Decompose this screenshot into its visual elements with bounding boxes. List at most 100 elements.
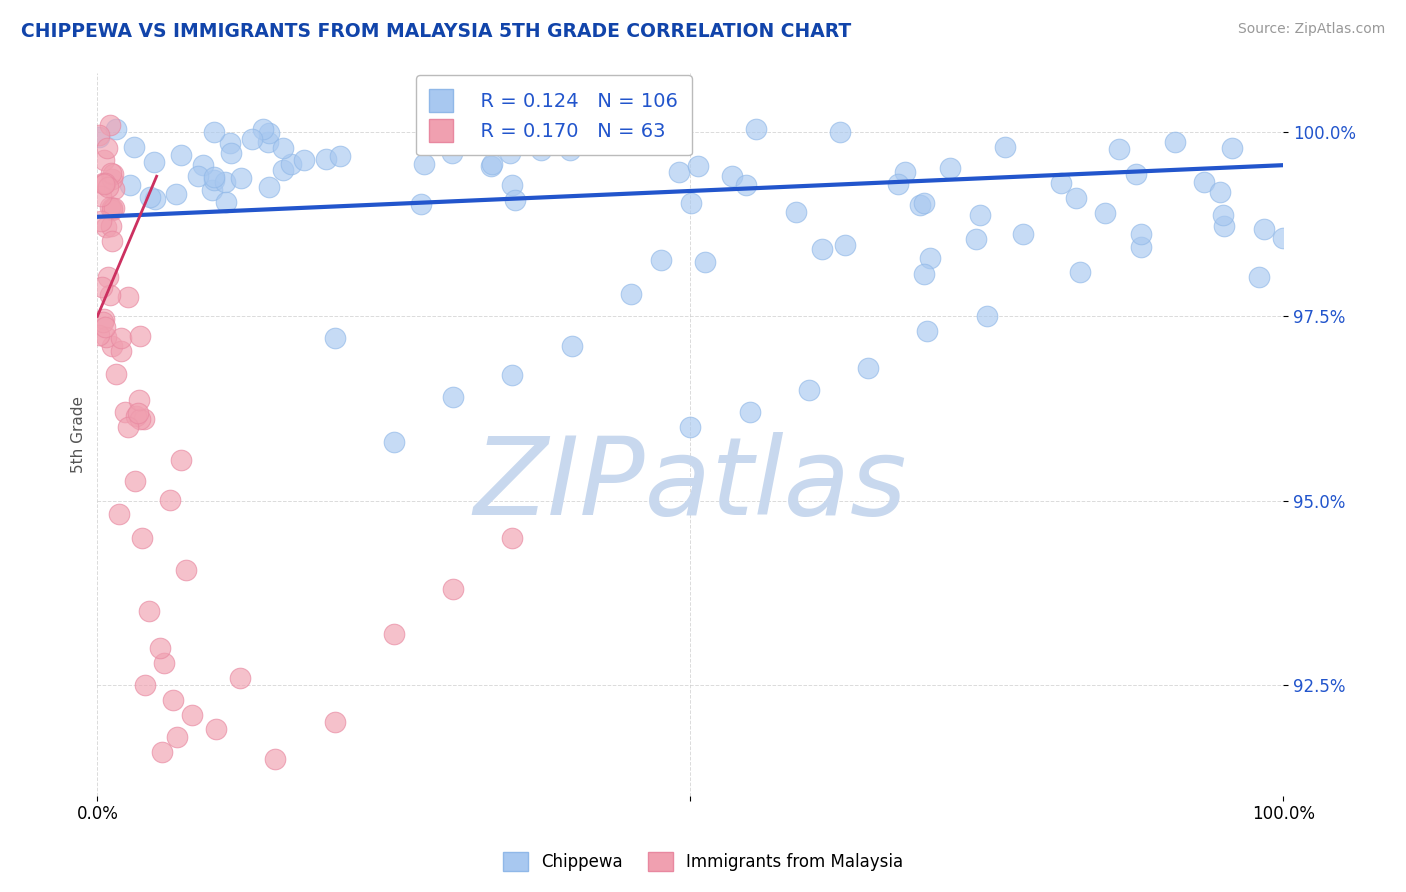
Point — [994, 139, 1017, 153]
Point — [271, 162, 294, 177]
Point — [98, 200, 121, 214]
Point — [679, 196, 702, 211]
Point — [1129, 227, 1152, 241]
Point — [797, 383, 820, 397]
Point — [162, 693, 184, 707]
Point — [169, 148, 191, 162]
Point — [531, 126, 554, 140]
Point — [202, 125, 225, 139]
Point — [561, 339, 583, 353]
Point — [193, 158, 215, 172]
Point — [908, 197, 931, 211]
Point — [96, 141, 118, 155]
Point — [315, 152, 337, 166]
Point — [103, 201, 125, 215]
Point — [125, 409, 148, 423]
Point — [440, 145, 463, 160]
Point — [124, 474, 146, 488]
Point — [965, 232, 987, 246]
Point — [505, 193, 527, 207]
Point — [382, 626, 405, 640]
Point — [738, 405, 761, 419]
Point — [105, 121, 128, 136]
Point — [142, 155, 165, 169]
Point — [131, 531, 153, 545]
Point — [187, 169, 209, 183]
Point — [329, 149, 352, 163]
Point — [920, 251, 942, 265]
Point — [110, 331, 132, 345]
Point — [98, 118, 121, 132]
Point — [501, 531, 523, 545]
Point — [1272, 231, 1295, 245]
Point — [181, 707, 204, 722]
Point — [501, 368, 523, 383]
Point — [917, 324, 939, 338]
Point — [501, 178, 523, 193]
Point — [93, 178, 115, 192]
Point — [120, 178, 142, 193]
Point — [856, 361, 879, 376]
Point — [292, 153, 315, 167]
Point — [91, 176, 114, 190]
Point — [100, 171, 122, 186]
Point — [128, 411, 150, 425]
Point — [165, 187, 187, 202]
Point — [110, 344, 132, 359]
Text: CHIPPEWA VS IMMIGRANTS FROM MALAYSIA 5TH GRADE CORRELATION CHART: CHIPPEWA VS IMMIGRANTS FROM MALAYSIA 5TH… — [21, 22, 852, 41]
Point — [1050, 177, 1073, 191]
Point — [323, 331, 346, 345]
Point — [134, 678, 156, 692]
Point — [94, 330, 117, 344]
Point — [252, 122, 274, 136]
Point — [139, 190, 162, 204]
Point — [96, 220, 118, 235]
Point — [174, 562, 197, 576]
Point — [202, 173, 225, 187]
Point — [117, 290, 139, 304]
Point — [529, 144, 551, 158]
Text: ZIPatlas: ZIPatlas — [474, 433, 907, 538]
Point — [382, 434, 405, 449]
Point — [811, 242, 834, 256]
Point — [100, 203, 122, 218]
Point — [481, 157, 503, 171]
Point — [1209, 186, 1232, 200]
Point — [100, 338, 122, 352]
Point — [1192, 175, 1215, 189]
Point — [93, 311, 115, 326]
Point — [228, 671, 250, 685]
Point — [90, 213, 112, 227]
Point — [1253, 222, 1275, 236]
Point — [271, 141, 294, 155]
Point — [735, 178, 758, 192]
Point — [97, 270, 120, 285]
Point — [1164, 135, 1187, 149]
Point — [169, 453, 191, 467]
Point — [150, 744, 173, 758]
Point — [257, 136, 280, 150]
Point — [127, 406, 149, 420]
Point — [441, 391, 464, 405]
Point — [100, 219, 122, 234]
Point — [93, 177, 115, 191]
Point — [893, 165, 915, 179]
Point — [264, 752, 287, 766]
Point — [117, 419, 139, 434]
Point — [412, 157, 434, 171]
Point — [969, 208, 991, 222]
Point — [94, 319, 117, 334]
Point — [205, 723, 228, 737]
Point — [745, 122, 768, 136]
Point — [668, 165, 690, 179]
Point — [91, 315, 114, 329]
Point — [1108, 142, 1130, 156]
Point — [231, 171, 253, 186]
Point — [939, 161, 962, 175]
Point — [464, 129, 486, 144]
Point — [97, 179, 120, 194]
Point — [122, 140, 145, 154]
Point — [159, 493, 181, 508]
Point — [101, 201, 124, 215]
Point — [202, 169, 225, 184]
